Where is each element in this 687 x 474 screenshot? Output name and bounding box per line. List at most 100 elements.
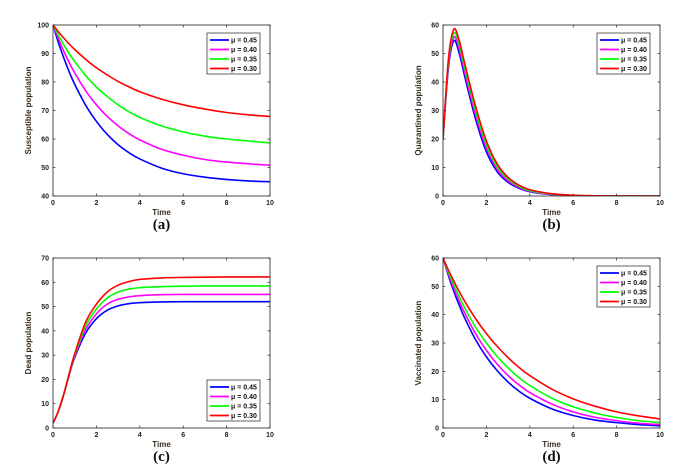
series-line <box>53 25 270 167</box>
y-tick-label: 60 <box>41 137 49 144</box>
x-tick-label: 4 <box>138 432 142 439</box>
y-tick-label: 70 <box>41 256 49 263</box>
y-tick-label: 40 <box>431 80 439 87</box>
y-tick-label: 20 <box>431 137 439 144</box>
x-tick-label: 2 <box>484 432 488 439</box>
axes-frame <box>52 257 271 429</box>
chart-panel-b: 0 2 4 6 8 10 0 10 20 30 40 50 60 Time Quarantined popu… <box>414 23 664 234</box>
x-tick-label: 8 <box>225 200 229 207</box>
x-tick-label: 4 <box>528 432 532 439</box>
y-tick-label: 60 <box>431 23 439 30</box>
x-tick-label: 2 <box>94 200 98 207</box>
x-tick-label: 2 <box>94 432 98 439</box>
legend-label: μ = 0.45 <box>621 38 647 45</box>
legend-label: μ = 0.30 <box>621 299 647 306</box>
y-tick-label: 40 <box>41 194 49 201</box>
legend-label: μ = 0.35 <box>231 404 257 411</box>
y-tick-label: 30 <box>431 108 439 115</box>
x-tick-label: 0 <box>441 432 445 439</box>
series-line <box>443 258 660 426</box>
x-tick-label: 6 <box>181 200 185 207</box>
y-tick-label: 0 <box>435 426 439 433</box>
x-axis-label: Time <box>152 440 171 449</box>
legend-label: μ = 0.30 <box>231 413 257 420</box>
legend: μ = 0.45 μ = 0.40 μ = 0.35 μ = 0.30 <box>596 265 651 308</box>
series-line <box>443 258 660 427</box>
legend-label: μ = 0.45 <box>621 271 647 278</box>
series-line <box>443 258 660 420</box>
legend-label: μ = 0.45 <box>231 38 257 45</box>
legend: μ = 0.45 μ = 0.40 μ = 0.35 μ = 0.30 <box>206 379 261 422</box>
y-tick-label: 20 <box>41 377 49 384</box>
series-line <box>53 25 270 144</box>
x-tick-label: 10 <box>266 432 274 439</box>
y-tick-label: 60 <box>41 280 49 287</box>
y-axis-label: Dead population <box>24 312 33 375</box>
y-tick-label: 20 <box>431 369 439 376</box>
legend-label: μ = 0.40 <box>231 394 257 401</box>
legend-label: μ = 0.35 <box>231 57 257 64</box>
x-axis-label: Time <box>542 440 561 449</box>
series-line <box>443 258 660 424</box>
y-tick-label: 0 <box>45 426 49 433</box>
x-tick-label: 0 <box>441 200 445 207</box>
x-tick-label: 8 <box>615 432 619 439</box>
x-tick-label: 4 <box>528 200 532 207</box>
x-tick-label: 6 <box>571 432 575 439</box>
x-axis-label: Time <box>542 208 561 217</box>
panel-label: (b) <box>542 217 560 233</box>
series-line <box>53 25 270 118</box>
chart-panel-c: 0 2 4 6 8 10 0 10 20 30 40 50 60 70 Time Dead populatio… <box>24 256 274 466</box>
legend-label: μ = 0.40 <box>621 280 647 287</box>
y-tick-label: 40 <box>431 312 439 319</box>
x-tick-label: 0 <box>51 432 55 439</box>
y-tick-label: 100 <box>37 23 49 30</box>
x-axis-label: Time <box>152 208 171 217</box>
legend-label: μ = 0.40 <box>231 47 257 54</box>
x-tick-label: 4 <box>138 200 142 207</box>
y-tick-label: 60 <box>431 256 439 263</box>
y-tick-label: 70 <box>41 108 49 115</box>
y-axis-label: Vaccinated population <box>414 300 423 385</box>
x-tick-label: 2 <box>484 200 488 207</box>
y-tick-label: 30 <box>41 353 49 360</box>
chart-panel-a: 0 2 4 6 8 10 40 50 60 70 80 90 100 Time Susceptible po… <box>24 23 274 234</box>
y-tick-label: 50 <box>41 304 49 311</box>
y-axis-label: Quarantined population <box>414 65 423 155</box>
legend-label: μ = 0.45 <box>231 385 257 392</box>
x-tick-label: 6 <box>181 432 185 439</box>
y-axis-label: Susceptible population <box>24 66 33 154</box>
legend-label: μ = 0.30 <box>231 66 257 73</box>
y-tick-label: 0 <box>435 194 439 201</box>
x-tick-label: 10 <box>656 432 664 439</box>
y-tick-label: 50 <box>431 284 439 291</box>
legend: μ = 0.45 μ = 0.40 μ = 0.35 μ = 0.30 <box>206 32 261 75</box>
y-tick-label: 40 <box>41 328 49 335</box>
y-tick-label: 50 <box>431 51 439 58</box>
chart-panel-d: 0 2 4 6 8 10 0 10 20 30 40 50 60 Time Vaccinated popul… <box>414 256 664 466</box>
y-tick-label: 50 <box>41 165 49 172</box>
legend: μ = 0.45 μ = 0.40 μ = 0.35 μ = 0.30 <box>596 32 651 75</box>
x-tick-label: 8 <box>225 432 229 439</box>
series-line <box>53 276 270 424</box>
x-tick-label: 6 <box>571 200 575 207</box>
legend-label: μ = 0.30 <box>621 66 647 73</box>
y-tick-label: 30 <box>431 341 439 348</box>
panel-label: (c) <box>153 449 170 465</box>
y-tick-label: 90 <box>41 51 49 58</box>
x-tick-label: 10 <box>656 200 664 207</box>
y-tick-label: 10 <box>41 401 49 408</box>
x-tick-label: 0 <box>51 200 55 207</box>
legend-label: μ = 0.40 <box>621 47 647 54</box>
legend-label: μ = 0.35 <box>621 290 647 297</box>
y-tick-label: 80 <box>41 80 49 87</box>
series-line <box>53 25 270 183</box>
y-tick-label: 10 <box>431 165 439 172</box>
x-tick-label: 10 <box>266 200 274 207</box>
legend-label: μ = 0.35 <box>621 57 647 64</box>
y-tick-label: 10 <box>431 397 439 404</box>
panel-label: (d) <box>542 449 560 465</box>
x-tick-label: 8 <box>615 200 619 207</box>
panel-label: (a) <box>153 217 171 233</box>
